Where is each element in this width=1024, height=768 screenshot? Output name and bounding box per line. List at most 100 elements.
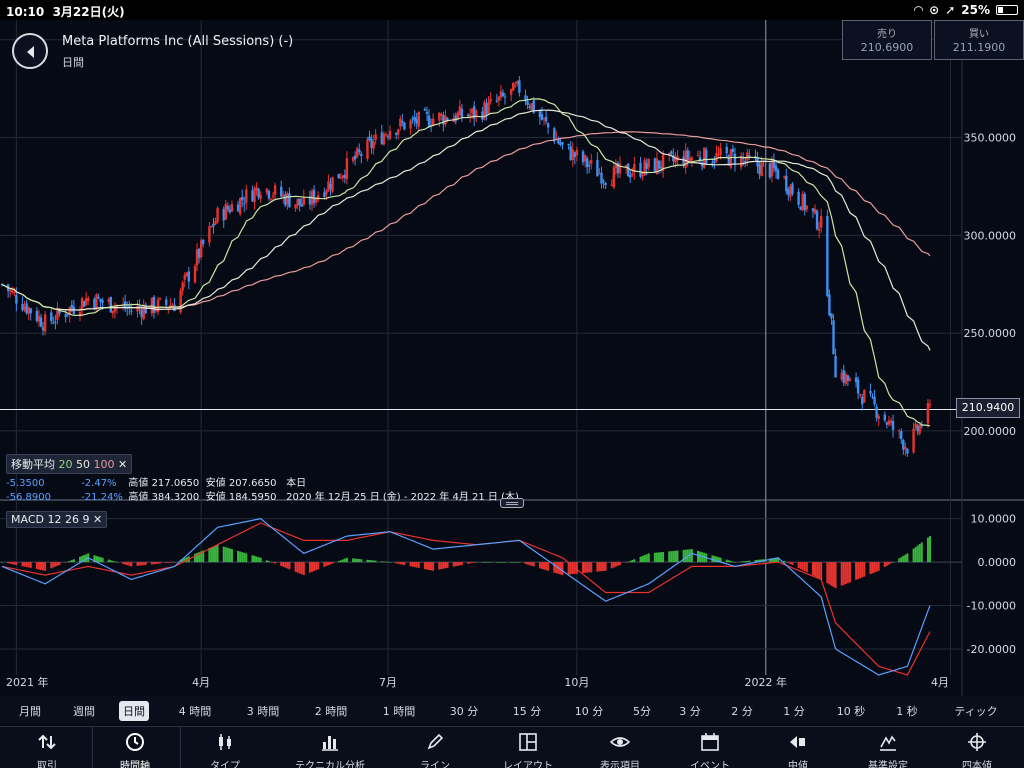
- macd-bar-positive: [512, 562, 515, 563]
- macd-bar-positive: [79, 556, 82, 563]
- nav-crosshair[interactable]: 四本値: [937, 727, 1017, 768]
- candle-down: [413, 117, 416, 121]
- timeframe-option[interactable]: 5分: [633, 705, 651, 718]
- timeframe-option[interactable]: 週間: [73, 705, 95, 718]
- nav-pencil[interactable]: ライン: [395, 727, 475, 768]
- candle-down: [312, 189, 316, 204]
- macd-bar-negative: [859, 562, 862, 579]
- pane-resize-handle[interactable]: [500, 498, 524, 508]
- macd-bar-negative: [40, 562, 43, 570]
- timeframe-option[interactable]: 1 分: [783, 705, 805, 718]
- macd-bar-positive: [647, 553, 650, 563]
- candle-down: [744, 160, 747, 162]
- macd-bar-negative: [473, 562, 476, 563]
- macd-bar-negative: [454, 562, 457, 567]
- timeframe-option[interactable]: 1 秒: [896, 705, 918, 718]
- back-button[interactable]: [12, 33, 48, 69]
- macd-bar-positive: [742, 561, 745, 563]
- nav-candlestick[interactable]: タイプ: [185, 727, 265, 768]
- macd-bar-positive: [684, 549, 687, 563]
- timeframe-option[interactable]: 10 秒: [836, 705, 866, 718]
- macd-bar-positive: [198, 552, 201, 563]
- candle-down: [39, 317, 43, 327]
- candle-up: [575, 149, 579, 156]
- nav-mid-price[interactable]: 中値: [758, 727, 838, 768]
- candle-down: [202, 239, 205, 245]
- macd-bar-negative: [440, 562, 443, 570]
- baseline-icon: [880, 735, 896, 751]
- timeframe-option[interactable]: 日間: [119, 701, 149, 721]
- candle-down: [323, 192, 326, 198]
- nav-bar-chart[interactable]: テクニカル分析: [290, 727, 370, 768]
- candle-up: [167, 307, 170, 309]
- macd-bar-negative: [612, 562, 615, 568]
- macd-bar-negative: [64, 562, 67, 563]
- candle-down: [639, 162, 642, 177]
- candle-up: [583, 155, 587, 162]
- candle-down: [698, 157, 702, 162]
- nav-layout[interactable]: レイアウト: [488, 727, 568, 768]
- macd-bar-positive: [83, 555, 86, 563]
- macd-bar-negative: [791, 562, 794, 565]
- macd-bar-positive: [253, 555, 256, 563]
- timeframe-option[interactable]: ティック: [954, 705, 998, 718]
- macd-bar-negative: [863, 562, 866, 577]
- timeframe-option[interactable]: 30 分: [449, 705, 479, 718]
- candle-up: [107, 299, 110, 302]
- close-icon[interactable]: ✕: [92, 513, 103, 526]
- candle-down: [257, 188, 260, 198]
- sell-quote-button[interactable]: 売り 210.6900: [842, 20, 932, 60]
- macd-bar-positive: [380, 561, 383, 563]
- timeframe-option[interactable]: 1 時間: [382, 705, 416, 718]
- timeframe-option[interactable]: 10 分: [574, 705, 604, 718]
- timeframe-option[interactable]: 2 時間: [314, 705, 348, 718]
- candle-down: [308, 197, 312, 205]
- macd-bar-positive: [516, 562, 519, 563]
- nav-calendar[interactable]: イベント: [670, 727, 750, 768]
- macd-bar-negative: [417, 562, 420, 568]
- moving-average-chip[interactable]: 移動平均 20 50 100 ✕: [6, 454, 133, 474]
- timeframe-option[interactable]: 月間: [19, 705, 41, 718]
- nav-trade-arrows[interactable]: 取引: [7, 727, 87, 768]
- candle-up: [840, 372, 843, 380]
- timeframe-option[interactable]: 2 分: [731, 705, 753, 718]
- nav-clock[interactable]: 時間軸: [95, 727, 175, 768]
- chart-canvas[interactable]: 400.0000350.0000300.0000250.0000200.0000…: [0, 20, 1024, 696]
- candle-down: [288, 193, 291, 208]
- timeframe-option[interactable]: 3 分: [679, 705, 701, 718]
- candle-up: [746, 152, 749, 161]
- candle-down: [212, 223, 215, 227]
- macd-bar-positive: [643, 555, 646, 563]
- candle-down: [906, 448, 909, 454]
- buy-quote-button[interactable]: 買い 211.1900: [934, 20, 1024, 60]
- macd-bar-negative: [828, 562, 831, 585]
- candle-up: [928, 404, 932, 406]
- macd-bar-positive: [481, 562, 484, 563]
- timeframe-option[interactable]: 3 時間: [246, 705, 280, 718]
- candle-down: [659, 166, 663, 169]
- macd-bar-positive: [906, 553, 909, 563]
- nav-eye[interactable]: 表示項目: [580, 727, 660, 768]
- macd-signal-line: [1, 522, 931, 676]
- macd-bar-negative: [274, 562, 277, 564]
- macd-bar-positive: [255, 556, 258, 563]
- macd-bar-positive: [245, 553, 248, 563]
- macd-bar-positive: [660, 552, 663, 563]
- candle-up: [282, 194, 285, 197]
- candle-up: [717, 154, 720, 156]
- candle-down: [503, 96, 507, 98]
- candlestick-icon: [219, 734, 231, 750]
- timeframe-option[interactable]: 4 時間: [178, 705, 212, 718]
- macd-chip[interactable]: MACD 12 26 9 ✕: [6, 511, 108, 528]
- candle-down: [442, 115, 445, 125]
- close-icon[interactable]: ✕: [118, 458, 128, 471]
- candle-down: [686, 150, 689, 160]
- macd-bar-negative: [329, 562, 332, 565]
- macd-bar-positive: [343, 558, 346, 563]
- candle-down: [481, 111, 484, 120]
- timeframe-option[interactable]: 15 分: [512, 705, 542, 718]
- nav-baseline[interactable]: 基準設定: [848, 727, 928, 768]
- macd-bar-positive: [772, 558, 775, 563]
- macd-bar-negative: [814, 562, 817, 577]
- candle-up: [27, 307, 30, 315]
